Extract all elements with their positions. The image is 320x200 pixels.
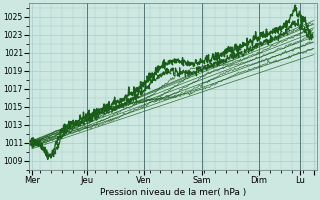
X-axis label: Pression niveau de la mer( hPa ): Pression niveau de la mer( hPa ) (100, 188, 246, 197)
